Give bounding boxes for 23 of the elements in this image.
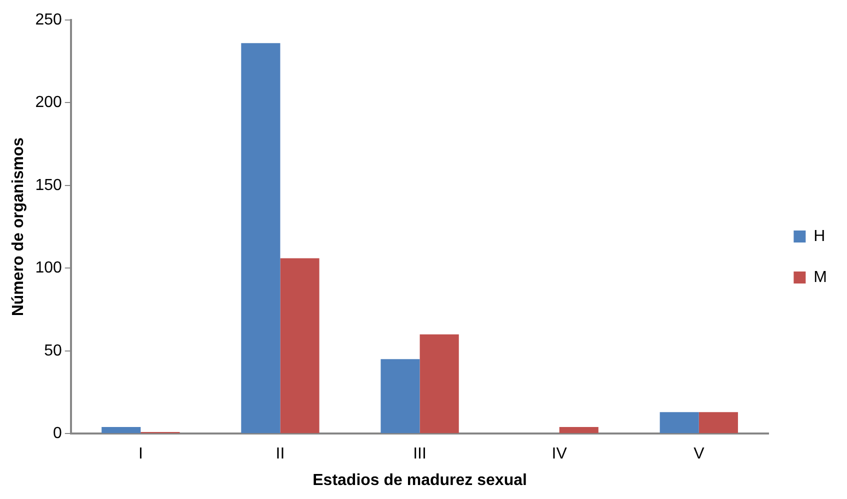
y-tick-label: 150 [35,176,62,194]
bar [380,359,420,434]
legend-label: M [814,268,827,286]
x-axis-title: Estadios de madurez sexual [312,472,527,489]
bar [420,334,459,434]
bar [280,258,320,434]
y-tick-label: 250 [35,11,62,28]
x-tick-label: III [413,446,426,463]
y-axis-title: Número de organismos [10,137,28,316]
x-tick-label: II [276,446,285,463]
x-tick-label: V [694,446,705,463]
y-tick-label: 200 [35,94,62,112]
bar [698,412,738,434]
y-tick-label: 50 [44,342,62,360]
x-tick-label: IV [552,446,568,463]
bar [102,426,141,434]
bar [559,426,598,434]
x-tick-label: I [138,446,143,463]
y-tick-label: 100 [35,260,62,277]
bar [660,412,699,434]
y-tick-label: 0 [52,425,62,442]
legend-label: H [814,228,826,245]
bar [241,43,280,434]
